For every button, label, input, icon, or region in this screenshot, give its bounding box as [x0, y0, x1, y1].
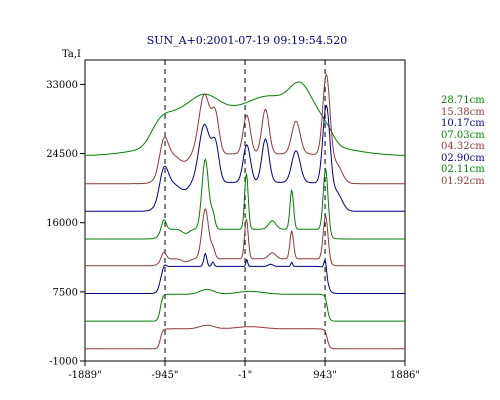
y-tick-label: -1000 — [49, 357, 78, 368]
y-tick-label: 16000 — [46, 218, 78, 229]
legend-entry: 04.32cm — [441, 141, 485, 152]
y-axis-label: Ta,I — [62, 49, 81, 60]
series-line-3 — [85, 157, 405, 240]
legend-entry: 01.92cm — [441, 175, 485, 187]
x-tick-label: -1" — [238, 370, 252, 381]
reference-lines — [164, 60, 326, 361]
axis-ticks: 33000 24500 16000 7500 -1000 -1889" -945" -1" 94… — [46, 80, 420, 381]
legend-entry: 15.38cm — [441, 106, 485, 118]
x-tick-label: 943" — [313, 370, 337, 381]
legend-entry: 02.11cm — [441, 164, 485, 175]
y-tick-label: 24500 — [46, 149, 78, 160]
y-tick-label: 33000 — [46, 80, 78, 91]
series-group — [84, 73, 405, 350]
legend: 28.71cm 15.38cm 10.17cm 07.03cm 04.32cm 02.90… — [441, 95, 485, 187]
series-line-2 — [85, 104, 405, 212]
y-tick-label: 7500 — [53, 287, 78, 298]
legend-entry: 10.17cm — [441, 118, 485, 129]
series-line-7 — [85, 324, 405, 350]
series-line-0 — [84, 81, 405, 156]
legend-entry: 02.90cm — [441, 152, 485, 164]
x-tick-label: -1889" — [68, 370, 101, 381]
legend-entry: 07.03cm — [441, 129, 485, 141]
series-line-4 — [85, 207, 405, 267]
x-tick-label: 1886" — [390, 370, 420, 381]
x-tick-label: -945" — [151, 370, 178, 381]
chart-title: SUN_A+0:2001-07-19 09:19:54.520 — [147, 34, 348, 47]
series-line-1 — [85, 73, 405, 185]
series-line-5 — [85, 252, 405, 294]
series-line-6 — [85, 288, 405, 322]
legend-entry: 28.71cm — [441, 95, 485, 106]
